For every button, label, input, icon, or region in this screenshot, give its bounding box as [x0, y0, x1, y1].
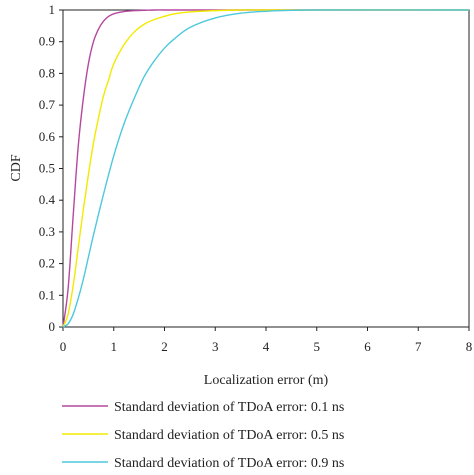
- y-tick-label: 0: [49, 319, 56, 334]
- x-tick-label: 7: [415, 339, 422, 354]
- series-layer: [62, 9, 470, 328]
- x-tick-label: 0: [60, 339, 67, 354]
- plot-frame: [62, 9, 470, 328]
- legend: Standard deviation of TDoA error: 0.1 ns…: [62, 400, 344, 471]
- series-line-2: [62, 9, 469, 328]
- legend-label-1: Standard deviation of TDoA error: 0.1 ns: [114, 400, 344, 415]
- y-axis-ticks: 0 0.1 0.2 0.3 0.4 0.5 0.6 0.7 0.8 0.9 1: [39, 2, 63, 334]
- legend-label-2: Standard deviation of TDoA error: 0.5 ns: [114, 428, 344, 443]
- y-tick-label: 0.7: [39, 97, 56, 112]
- x-axis-label: Localization error (m): [204, 373, 329, 388]
- x-tick-label: 6: [364, 339, 371, 354]
- y-tick-label: 1: [49, 2, 56, 17]
- x-tick-label: 5: [314, 339, 321, 354]
- x-axis-ticks: 0 1 2 3 4 5 6 7 8: [60, 327, 473, 354]
- y-tick-label: 0.6: [39, 129, 56, 144]
- y-tick-label: 0.2: [39, 256, 55, 271]
- x-tick-label: 2: [161, 339, 168, 354]
- y-tick-label: 0.3: [39, 224, 55, 239]
- y-tick-label: 0.5: [39, 161, 55, 176]
- y-tick-label: 0.8: [39, 65, 55, 80]
- series-line-1: [62, 9, 469, 328]
- y-tick-label: 0.9: [39, 34, 55, 49]
- x-tick-label: 3: [212, 339, 219, 354]
- legend-label-3: Standard deviation of TDoA error: 0.9 ns: [114, 456, 344, 471]
- y-axis-label: CDF: [9, 154, 24, 181]
- x-tick-label: 4: [263, 339, 270, 354]
- x-tick-label: 8: [466, 339, 473, 354]
- x-tick-label: 1: [111, 339, 118, 354]
- y-tick-label: 0.1: [39, 287, 55, 302]
- series-line-3: [62, 9, 470, 328]
- y-tick-label: 0.4: [39, 192, 56, 207]
